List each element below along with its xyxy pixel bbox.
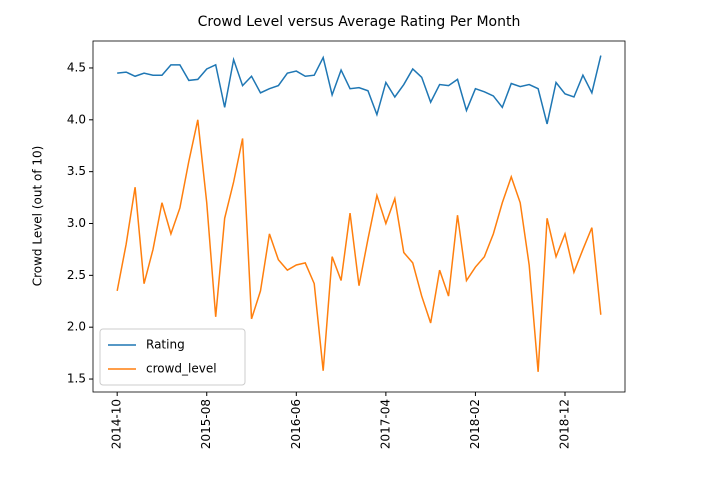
data-line — [116, 119, 602, 372]
x-tick-label: 2014-10 — [110, 399, 124, 449]
x-tick-label: 2018-12 — [557, 399, 571, 449]
y-tick-label: 4.5 — [67, 60, 86, 74]
legend-label: crowd_level — [146, 362, 217, 376]
legend-label: Rating — [146, 338, 185, 352]
legend-box — [99, 328, 246, 386]
y-tick-label: 3.5 — [67, 164, 86, 178]
y-tick-label: 2.0 — [67, 320, 86, 334]
x-tick-label: 2017-04 — [378, 399, 392, 449]
x-tick-label: 2018-02 — [468, 399, 482, 449]
plot-frame — [92, 40, 626, 393]
x-tick-label: 2015-08 — [199, 399, 213, 449]
y-tick-label: 1.5 — [67, 372, 86, 386]
y-tick-label: 2.5 — [67, 268, 86, 282]
y-tick-label: 4.0 — [67, 112, 86, 126]
chart-title: Crowd Level versus Average Rating Per Mo… — [198, 14, 521, 30]
y-tick-label: 3.0 — [67, 216, 86, 230]
x-tick-label: 2016-06 — [289, 399, 303, 449]
data-line — [117, 55, 602, 125]
legend: Rating crowd_level — [99, 328, 246, 386]
y-axis-label: Crowd Level (out of 10) — [31, 146, 45, 287]
